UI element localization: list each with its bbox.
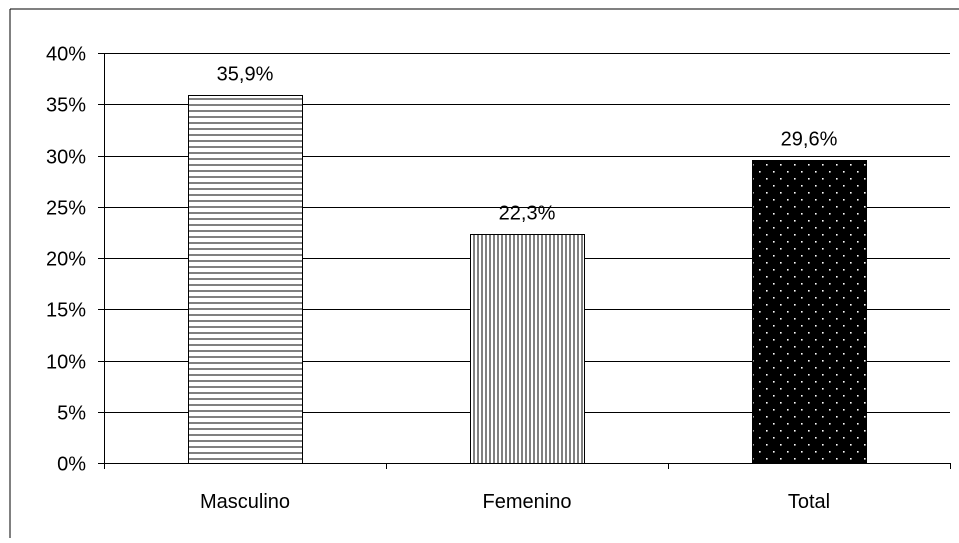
data-label-femenino: 22,3%: [499, 203, 556, 225]
y-tick-label: 10%: [46, 352, 86, 374]
data-label-masculino: 35,9%: [217, 64, 274, 86]
category-label-masculino: Masculino: [200, 491, 290, 513]
bar-masculino: [188, 95, 303, 464]
y-tick-label: 20%: [46, 249, 86, 271]
y-axis: 0% 5% 10% 15% 20% 25% 30% 35% 40%: [46, 44, 105, 476]
bar-total: [752, 160, 867, 464]
y-tick-label: 30%: [46, 147, 86, 169]
y-tick-label: 35%: [46, 95, 86, 117]
bars: [188, 95, 867, 464]
category-label-total: Total: [788, 491, 830, 513]
category-labels: Masculino Femenino Total: [200, 491, 830, 513]
data-label-total: 29,6%: [781, 129, 838, 151]
y-tick-label: 0%: [57, 454, 86, 476]
data-labels: 35,9% 22,3% 29,6%: [217, 64, 838, 225]
bar-femenino: [470, 234, 585, 464]
y-tick-label: 25%: [46, 198, 86, 220]
y-tick-label: 15%: [46, 300, 86, 322]
y-tick-label: 40%: [46, 44, 86, 66]
category-label-femenino: Femenino: [483, 491, 572, 513]
y-tick-label: 5%: [57, 403, 86, 425]
